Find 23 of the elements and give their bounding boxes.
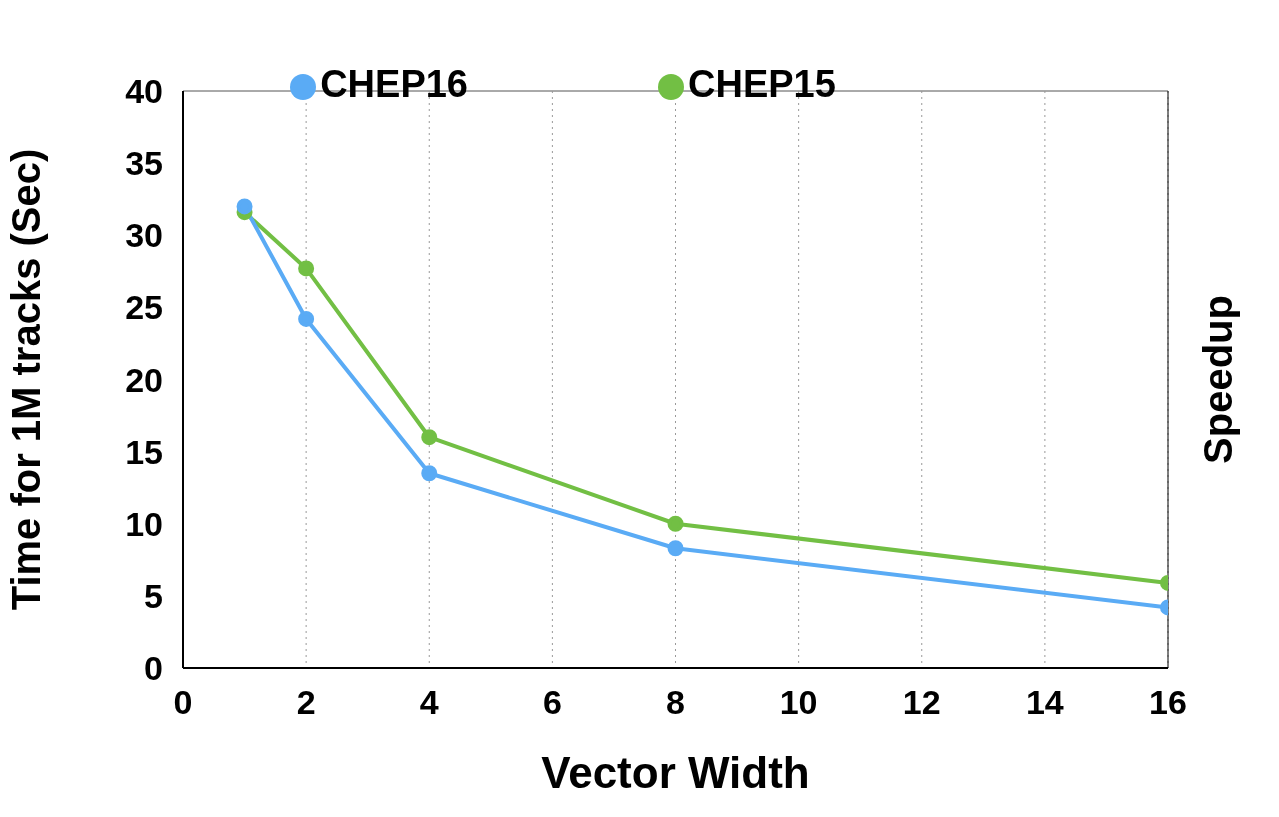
x-tick-label: 14 bbox=[1025, 683, 1064, 722]
x-tick-label: 2 bbox=[296, 683, 316, 722]
y-tick-label: 30 bbox=[125, 216, 163, 255]
x-tick-label: 10 bbox=[779, 683, 818, 722]
y-tick-label: 25 bbox=[125, 288, 163, 327]
y-tick-label: 35 bbox=[125, 144, 163, 183]
x-tick-label: 6 bbox=[542, 683, 562, 722]
y-axis-title: Time for 1M tracks (Sec) bbox=[4, 148, 49, 611]
x-tick-label: 16 bbox=[1149, 683, 1187, 722]
y-tick-label: 20 bbox=[125, 360, 163, 399]
x-tick-label: 8 bbox=[666, 683, 685, 722]
legend-label: CHEP16 bbox=[320, 63, 468, 105]
y-tick-label: 15 bbox=[125, 432, 163, 471]
x-tick-label: 12 bbox=[902, 683, 941, 722]
x-tick-label: 4 bbox=[419, 683, 439, 722]
y-tick-label: 5 bbox=[144, 576, 163, 615]
x-tick-label: 0 bbox=[173, 683, 193, 722]
y-tick-label: 0 bbox=[144, 649, 163, 688]
y2-axis-title: Speedup bbox=[1196, 295, 1241, 464]
legend-label: CHEP15 bbox=[688, 63, 836, 105]
y-tick-label: 10 bbox=[125, 504, 163, 543]
x-axis-title: Vector Width bbox=[541, 748, 810, 797]
y-tick-label: 40 bbox=[125, 72, 163, 111]
